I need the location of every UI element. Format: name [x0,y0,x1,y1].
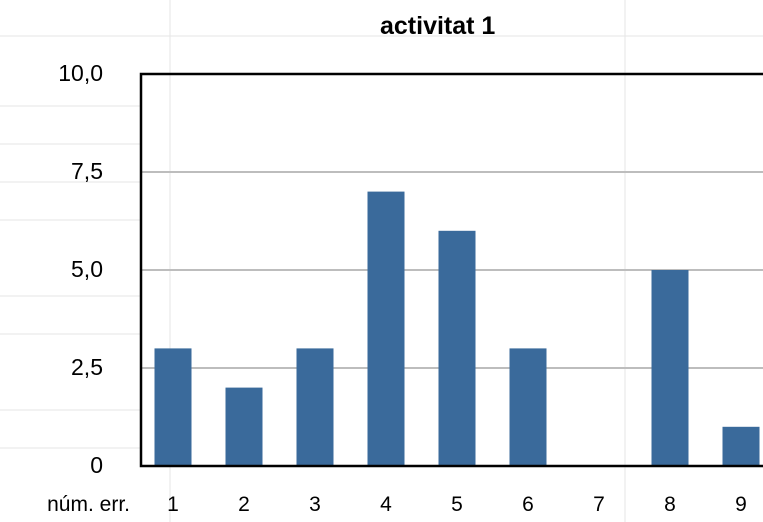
bar-3 [296,348,334,466]
x-tick-label: 7 [593,493,605,516]
y-tick-label: 0 [90,452,103,478]
bar-5 [438,230,476,466]
bar-6 [509,348,547,466]
bar-4 [367,191,405,466]
x-tick-label: 5 [451,493,463,516]
y-tick-label: 2,5 [71,354,103,380]
bar-1 [154,348,192,466]
plot-frame [139,72,763,468]
bar-8 [651,270,689,466]
bar-2 [225,387,263,466]
x-axis-label: núm. err. [47,493,130,516]
x-tick-label: 1 [167,493,179,516]
y-tick-label: 7,5 [71,158,103,184]
x-tick-label: 3 [309,493,321,516]
x-tick-label: 8 [664,493,676,516]
x-tick-label: 2 [238,493,250,516]
x-tick-label: 4 [380,493,392,516]
chart-title: activitat 1 [380,12,496,40]
y-tick-label: 10,0 [58,60,103,86]
x-tick-label: 9 [735,493,747,516]
y-tick-label: 5,0 [71,256,103,282]
bar-9 [722,426,760,466]
x-tick-label: 6 [522,493,534,516]
